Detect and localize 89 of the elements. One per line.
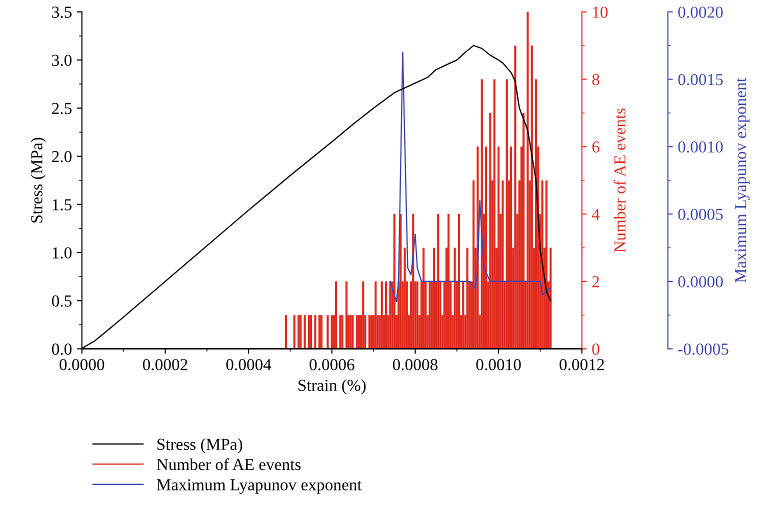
bar [350,315,352,349]
bar [298,315,300,349]
y3-tick-label: 0.0010 [678,141,723,153]
bar [326,315,329,349]
y2-tick-label: 2 [592,276,600,288]
y2-tick-label: 6 [592,141,600,153]
bar [352,315,354,349]
x-tick-label: 0.0012 [560,359,604,370]
bar [393,214,396,349]
x-tick-label: 0.0006 [310,359,354,370]
y2-tick-label: 10 [593,6,608,18]
bar [318,315,320,349]
y3-tick-label: 0.0020 [678,6,723,18]
bar [404,248,406,349]
bar [385,281,388,349]
legend-label: Stress (MPa) [157,438,242,454]
x-tick-label: 0.0004 [226,359,272,370]
y3-tick-label: 0.0005 [678,208,723,220]
bar [339,315,342,349]
bar [432,248,436,349]
legend-label: Number of AE events [156,458,301,470]
bar [389,281,392,349]
bar [502,180,504,349]
bar [368,315,370,349]
bar [485,146,488,349]
bar [458,214,460,349]
y3-tick-label: 0.0015 [678,74,723,86]
bar [550,248,552,349]
bar [522,112,525,349]
bar [304,315,306,349]
bar [314,315,316,349]
bar [320,315,323,349]
y3-tick-label: 0.0000 [678,276,723,288]
bar [514,46,516,349]
bar [293,315,296,349]
y-tick-label: 3.0 [52,54,72,66]
bar [341,315,344,349]
y3-axis-title: Maximum Lyapunov exponent [735,78,750,283]
bar [462,281,464,349]
bar [285,315,288,349]
y-tick-label: 2.0 [52,150,72,162]
bar [356,315,358,349]
bar [437,214,440,349]
y-tick-label: 1.5 [52,199,72,210]
x-tick-label: 0.0000 [60,359,104,370]
bar [454,248,456,349]
bar [310,315,312,349]
y-axis-title: Stress (MPa) [30,138,46,223]
bar [545,180,548,349]
bar [362,281,364,349]
y-tick-label: 3.5 [52,6,72,18]
bar [358,315,360,349]
x-tick-label: 0.0002 [142,359,188,370]
line-series [390,52,552,302]
bar [380,281,383,349]
bar [466,248,468,349]
bar [506,79,508,349]
x-tick-label: 0.0008 [392,359,438,370]
y2-axis-title: Number of AE events [614,108,626,252]
bar [416,281,418,349]
y2-tick-label: 8 [592,74,600,86]
bar [335,281,338,349]
bar [308,315,310,349]
y-tick-label: 2.5 [52,102,72,114]
legend-label: Maximum Lyapunov exponent [156,479,362,494]
bar [510,146,512,349]
x-tick-label: 0.0010 [476,359,521,370]
bar [428,281,431,349]
bar [526,12,529,349]
x-axis-title: Strain (%) [298,379,366,394]
bar [345,281,348,349]
bar [374,281,377,349]
bar [370,315,373,349]
y2-tick-label: 4 [592,208,600,220]
bar [300,315,302,349]
y2-tick-label: 0 [592,344,600,355]
y-tick-label: 1.0 [52,247,72,259]
bar [422,248,425,349]
bar [530,46,533,349]
bar [448,214,450,349]
bar [498,146,500,349]
bar [535,79,538,349]
bar [493,79,496,349]
y-tick-label: 0.0 [52,344,72,355]
y3-tick-label: -0.0005 [678,344,728,355]
bar [330,315,333,349]
bar [489,112,492,349]
bar [472,180,475,349]
y-tick-label: 0.5 [52,295,72,307]
